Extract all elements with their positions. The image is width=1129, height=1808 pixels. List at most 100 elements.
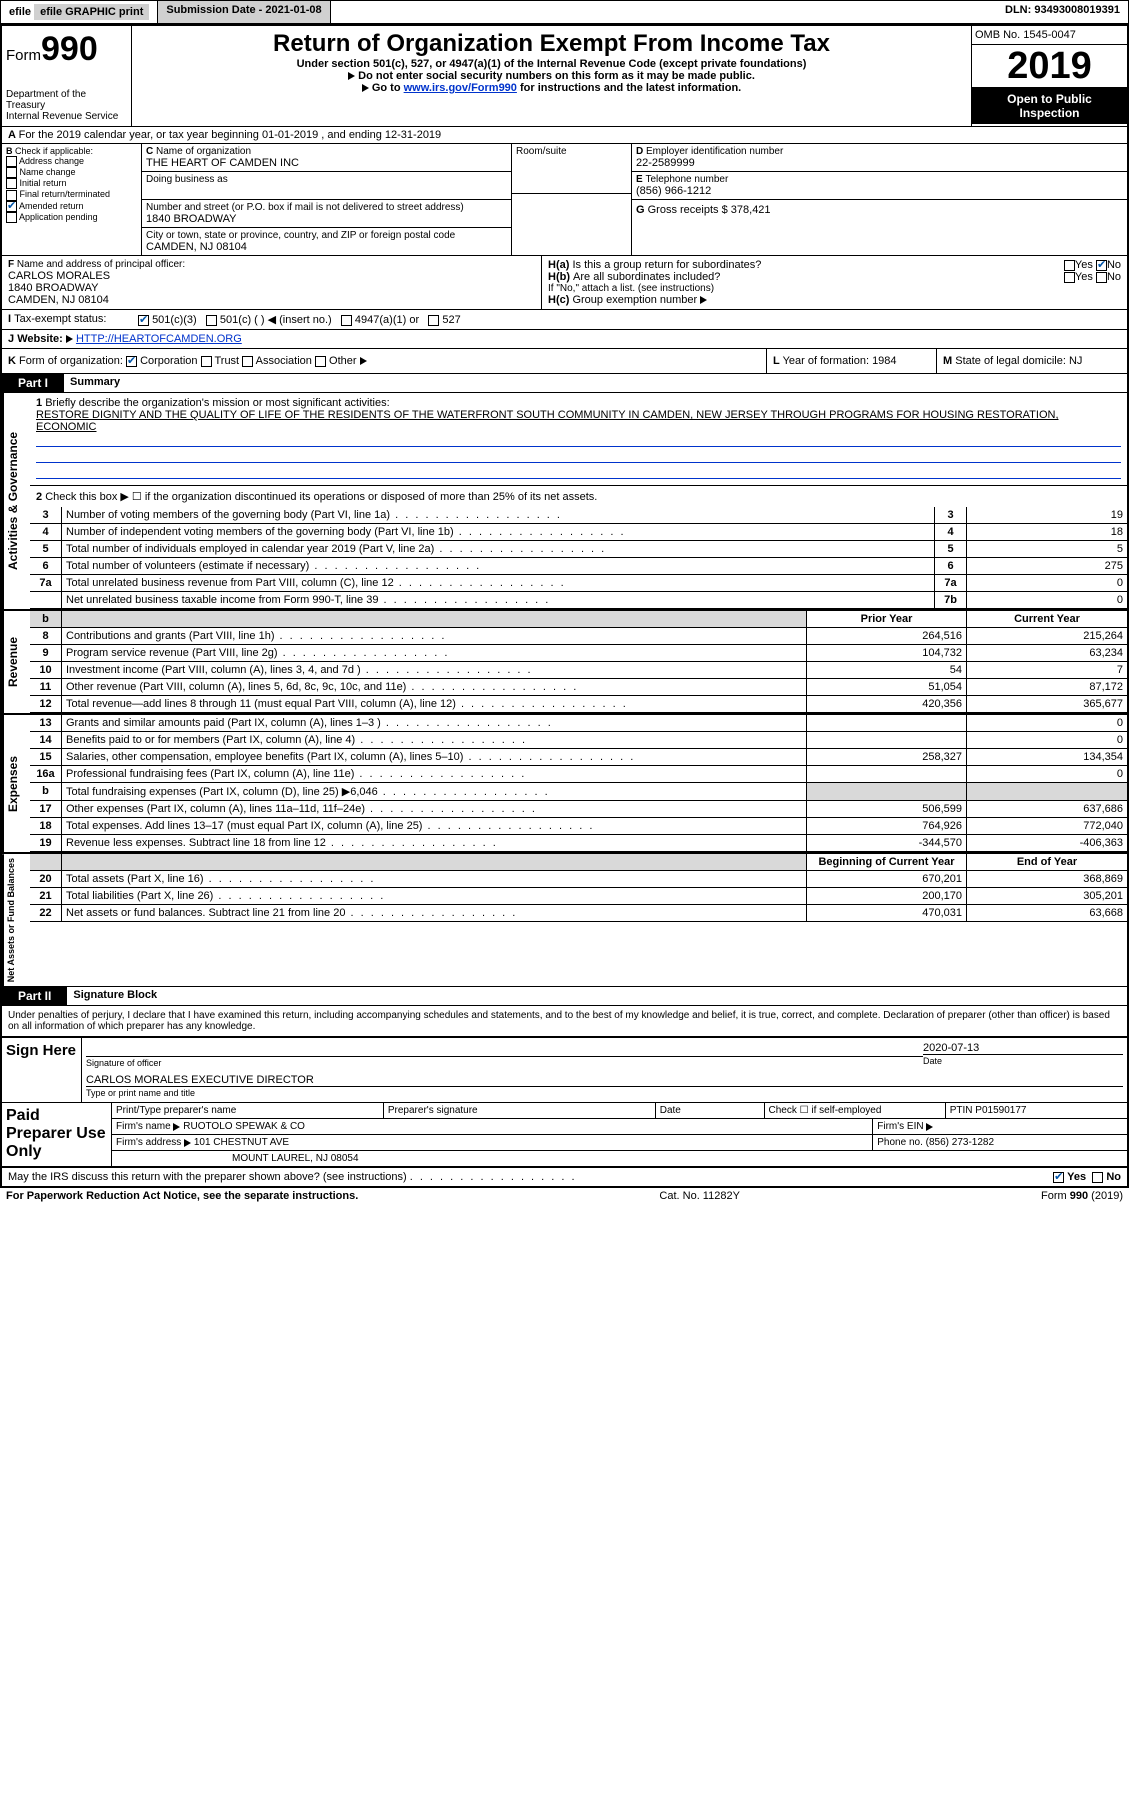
dba-lbl: Doing business as — [146, 174, 507, 185]
line-val: 19 — [967, 507, 1127, 523]
hb-no[interactable] — [1096, 272, 1107, 283]
line-num: 12 — [30, 696, 62, 712]
box-num: 7b — [935, 592, 967, 608]
sig-date-lbl: Date — [923, 1054, 1123, 1066]
open-public-badge: Open to Public Inspection — [972, 88, 1127, 124]
line-row: 5 Total number of individuals employed i… — [30, 541, 1127, 558]
line-num: 20 — [30, 871, 62, 887]
form-ref: Form 990 (2019) — [1041, 1190, 1123, 1202]
initial-return-checkbox[interactable] — [6, 178, 17, 189]
line-row: 12 Total revenue—add lines 8 through 11 … — [30, 696, 1127, 713]
firm-addr-lbl: Firm's address — [116, 1137, 181, 1148]
527-checkbox[interactable] — [428, 315, 439, 326]
final-return-checkbox[interactable] — [6, 190, 17, 201]
street-val: 1840 BROADWAY — [146, 213, 507, 225]
line-num: 5 — [30, 541, 62, 557]
dln-label: DLN: 93493008019391 — [997, 1, 1128, 23]
line-row: Net unrelated business taxable income fr… — [30, 592, 1127, 609]
pending-checkbox[interactable] — [6, 212, 17, 223]
side-revenue: Revenue — [2, 611, 30, 713]
triangle-icon — [362, 84, 369, 92]
prior-year-val: 420,356 — [807, 696, 967, 712]
name-change-checkbox[interactable] — [6, 167, 17, 178]
line-row: 6 Total number of volunteers (estimate i… — [30, 558, 1127, 575]
triangle-icon — [926, 1123, 933, 1131]
prior-year-val — [807, 766, 967, 782]
amended-lbl: Amended return — [19, 201, 84, 211]
officer-street: 1840 BROADWAY — [8, 282, 535, 294]
current-year-val: 63,668 — [967, 905, 1127, 921]
501c3-checkbox[interactable] — [138, 315, 149, 326]
line-text: Professional fundraising fees (Part IX, … — [62, 766, 807, 782]
line-text: Total unrelated business revenue from Pa… — [62, 575, 935, 591]
yes3: Yes — [1067, 1171, 1086, 1183]
discuss-yes[interactable] — [1053, 1172, 1064, 1183]
line-row: 11 Other revenue (Part VIII, column (A),… — [30, 679, 1127, 696]
hc-lbl: Group exemption number — [572, 294, 697, 306]
discuss-no[interactable] — [1092, 1172, 1103, 1183]
current-year-val: 0 — [967, 732, 1127, 748]
line-num: 10 — [30, 662, 62, 678]
line-num — [30, 592, 62, 608]
line-val: 5 — [967, 541, 1127, 557]
prior-year-hdr: Prior Year — [807, 611, 967, 627]
corp-checkbox[interactable] — [126, 356, 137, 367]
line-num: 21 — [30, 888, 62, 904]
current-year-hdr: Current Year — [967, 611, 1127, 627]
line-row: 4 Number of independent voting members o… — [30, 524, 1127, 541]
current-year-val: 215,264 — [967, 628, 1127, 644]
line-row: 7a Total unrelated business revenue from… — [30, 575, 1127, 592]
line-num: b — [30, 783, 62, 800]
current-year-val: 7 — [967, 662, 1127, 678]
527-lbl: 527 — [442, 314, 460, 326]
other-checkbox[interactable] — [315, 356, 326, 367]
4947-checkbox[interactable] — [341, 315, 352, 326]
sign-here-label: Sign Here — [2, 1038, 82, 1102]
triangle-icon — [700, 296, 707, 304]
line-text: Revenue less expenses. Subtract line 18 … — [62, 835, 807, 851]
phone-lbl: Phone no. — [877, 1137, 923, 1148]
amended-checkbox[interactable] — [6, 201, 17, 212]
goto-post: for instructions and the latest informat… — [517, 82, 741, 94]
mission-text: RESTORE DIGNITY AND THE QUALITY OF LIFE … — [36, 409, 1121, 433]
prior-year-val: 200,170 — [807, 888, 967, 904]
line-row: 13 Grants and similar amounts paid (Part… — [30, 715, 1127, 732]
line-text: Total expenses. Add lines 13–17 (must eq… — [62, 818, 807, 834]
501c-checkbox[interactable] — [206, 315, 217, 326]
line-row: 16a Professional fundraising fees (Part … — [30, 766, 1127, 783]
trust-checkbox[interactable] — [201, 356, 212, 367]
line-row: 3 Number of voting members of the govern… — [30, 507, 1127, 524]
website-link[interactable]: HTTP://HEARTOFCAMDEN.ORG — [76, 333, 242, 345]
part1-body: Activities & Governance 1 Briefly descri… — [2, 393, 1127, 611]
yes-lbl2: Yes — [1075, 271, 1093, 283]
line-text: Net unrelated business taxable income fr… — [62, 592, 935, 608]
sig-date: 2020-07-13 — [923, 1042, 1123, 1054]
prep-sig-lbl: Preparer's signature — [384, 1103, 656, 1118]
addr-change-lbl: Address change — [19, 156, 84, 166]
hb-lbl: Are all subordinates included? — [573, 271, 720, 283]
gross-receipts: 378,421 — [731, 204, 771, 216]
graphic-button[interactable]: efile GRAPHIC print — [34, 4, 149, 20]
part2-header: Part II Signature Block — [2, 987, 1127, 1006]
row-klm: K Form of organization: Corporation Trus… — [2, 349, 1127, 374]
ha-yes[interactable] — [1064, 260, 1075, 271]
part1-title: Summary — [64, 374, 126, 392]
no-lbl: No — [1107, 259, 1121, 271]
addr-change-checkbox[interactable] — [6, 156, 17, 167]
expenses-section: Expenses 13 Grants and similar amounts p… — [2, 715, 1127, 854]
box-num: 3 — [935, 507, 967, 523]
omb-number: OMB No. 1545-0047 — [972, 26, 1127, 45]
line-num: 19 — [30, 835, 62, 851]
assoc-checkbox[interactable] — [242, 356, 253, 367]
line-text: Total assets (Part X, line 16) — [62, 871, 807, 887]
line-text: Other expenses (Part IX, column (A), lin… — [62, 801, 807, 817]
ha-lbl: Is this a group return for subordinates? — [572, 259, 761, 271]
side-netassets: Net Assets or Fund Balances — [2, 854, 30, 986]
line-num: 3 — [30, 507, 62, 523]
hb-yes[interactable] — [1064, 272, 1075, 283]
current-year-val: 0 — [967, 766, 1127, 782]
irs-link[interactable]: www.irs.gov/Form990 — [404, 82, 517, 94]
ha-no[interactable] — [1096, 260, 1107, 271]
line-val: 0 — [967, 592, 1127, 608]
line-text: Total fundraising expenses (Part IX, col… — [62, 783, 807, 800]
